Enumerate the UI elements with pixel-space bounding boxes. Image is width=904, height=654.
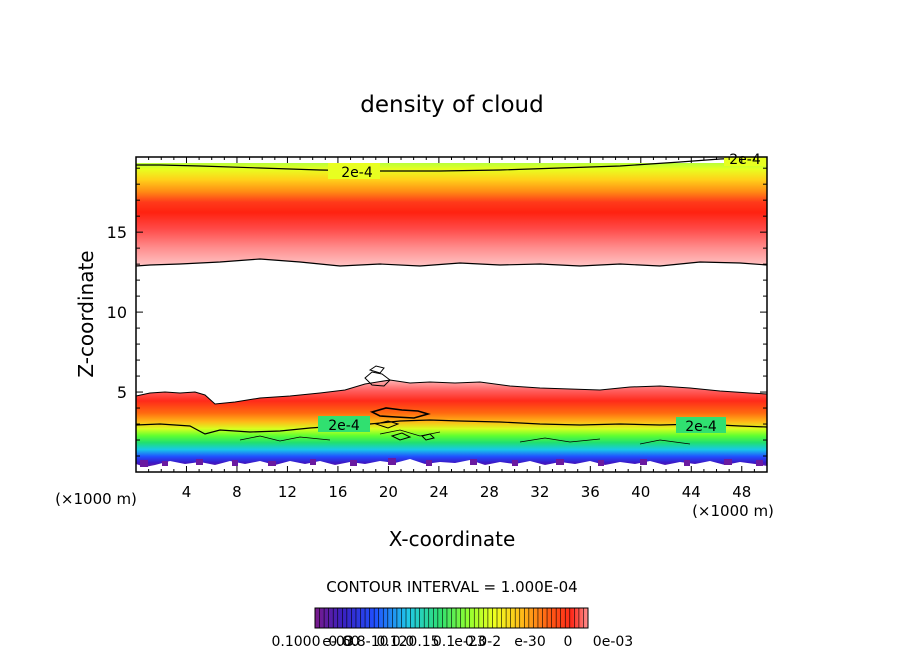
lower-cloud-layer: [136, 380, 767, 467]
x-unit-label: (×1000 m): [692, 502, 774, 520]
x-tick-label: 24: [429, 483, 448, 501]
lower-contour-3e-4: [239, 429, 691, 445]
colorbar-label: 0.1000: [272, 634, 321, 650]
y-axis: 5 10 15: [107, 167, 767, 457]
y-tick-label: 15: [107, 223, 127, 242]
colorbar-label: e-03: [322, 634, 353, 650]
base-speckles: [140, 458, 763, 467]
colorbar-label: 0.0-2: [465, 634, 501, 650]
colorbar-label: 0.0: [392, 634, 414, 650]
colorbar-label: 0.15: [408, 634, 439, 650]
x-axis-title: X-coordinate: [389, 527, 516, 551]
x-tick-label: 40: [631, 483, 650, 501]
y-axis-title: Z-coordinate: [74, 250, 98, 377]
colorbar-label: 0.12: [376, 634, 407, 650]
colorbar-label: 0.60: [328, 634, 359, 650]
x-tick-label: 44: [682, 483, 701, 501]
x-tick-label: 28: [480, 483, 499, 501]
x-tick-label: 12: [278, 483, 297, 501]
lower-contour-2e-4: [136, 419, 767, 435]
x-tick-label: 4: [182, 483, 192, 501]
contour-interval-label: CONTOUR INTERVAL = 1.000E-04: [326, 578, 577, 596]
contour-label-upper-2: 2e-4: [729, 152, 761, 168]
y-tick-label: 10: [107, 303, 127, 322]
colorbar-label: 0.1: [433, 634, 455, 650]
convective-blob: [364, 365, 435, 441]
colorbar-label: e-30: [514, 634, 545, 650]
y-unit-label: (×1000 m): [55, 490, 137, 508]
colorbar-label: e-23: [454, 634, 485, 650]
x-axis: 4 8 12 16 20 24 28 32 36 40 44 48: [148, 157, 755, 501]
colorbar-labels: 0.1000 e-030.600.8-100.120.00.150.1 e-230.…: [272, 634, 634, 650]
colorbar-label: 0: [564, 634, 573, 650]
y-tick-label: 5: [117, 383, 127, 402]
plot-area: [136, 157, 767, 472]
colorbar-ticks: [319, 608, 584, 628]
colorbar-label: 0e-03: [593, 634, 633, 650]
contour-label-lower-2: 2e-4: [685, 419, 717, 435]
lower-contour-top: [136, 379, 767, 405]
contour-label-lower-1: 2e-4: [328, 418, 360, 434]
contour-label-upper-1: 2e-4: [341, 165, 373, 181]
x-tick-label: 8: [232, 483, 242, 501]
chart-title: density of cloud: [360, 92, 543, 118]
x-tick-label: 16: [328, 483, 347, 501]
x-tick-label: 48: [732, 483, 751, 501]
upper-contour-top: [136, 157, 767, 172]
x-tick-label: 32: [530, 483, 549, 501]
colorbar-label: 0.8-10: [343, 634, 388, 650]
upper-contour-bottom: [136, 258, 767, 267]
x-tick-label: 36: [581, 483, 600, 501]
x-tick-label: 20: [379, 483, 398, 501]
upper-cloud-layer: [136, 163, 767, 266]
